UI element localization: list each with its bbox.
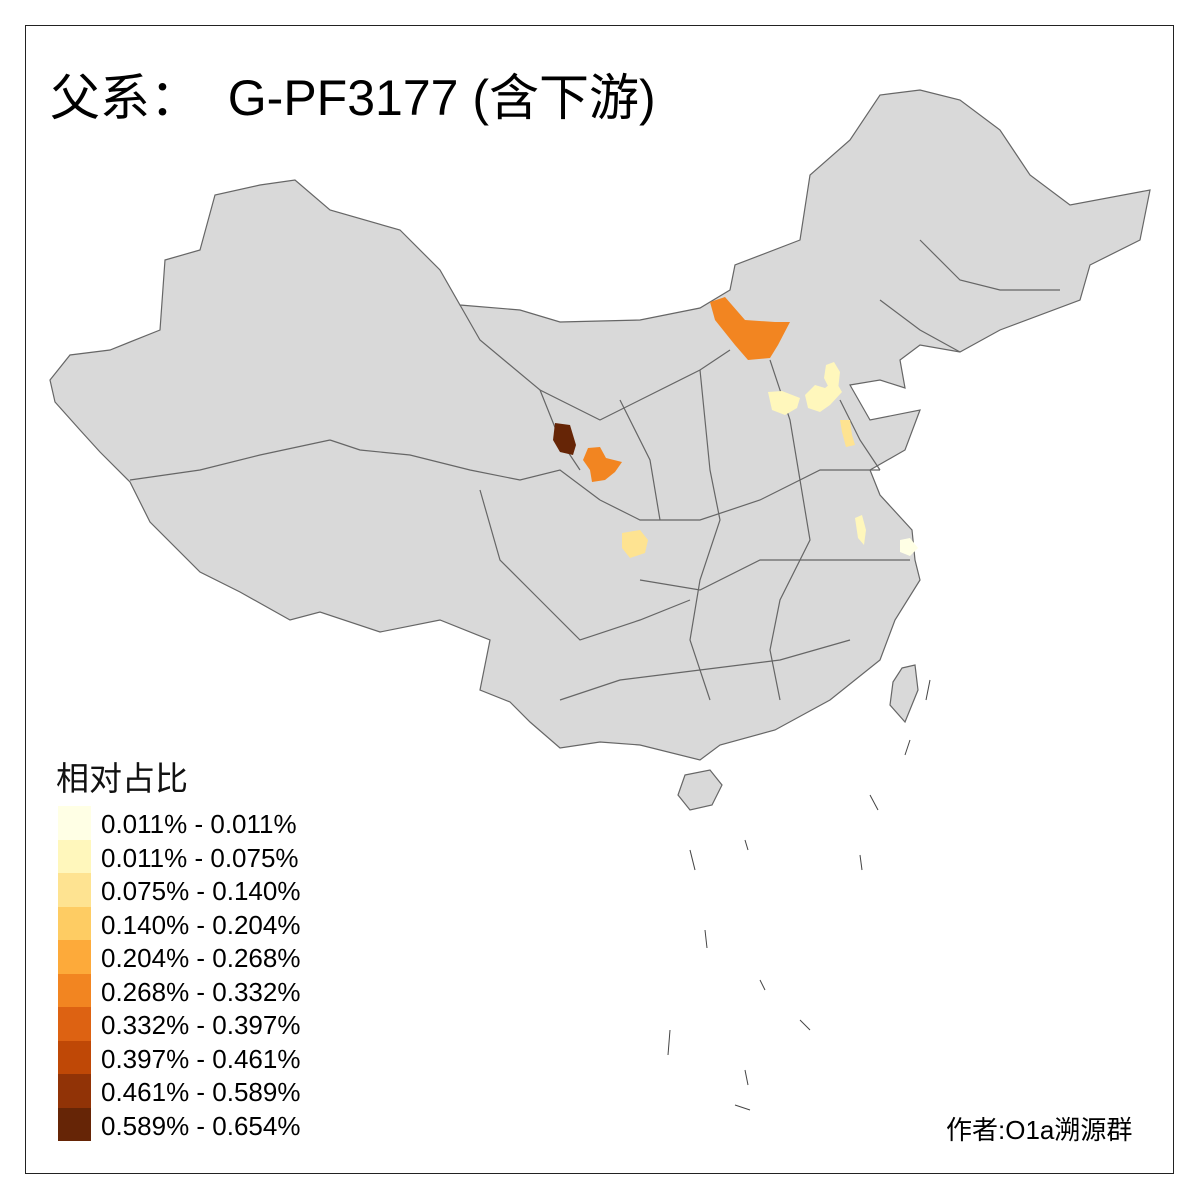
shaded-region <box>710 297 790 360</box>
legend-item: 0.011% - 0.075% <box>58 839 358 873</box>
province-border <box>329 439 601 501</box>
legend-item: 0.589% - 0.654% <box>58 1107 358 1141</box>
legend-swatch <box>58 940 91 974</box>
island-mark <box>667 1029 671 1056</box>
province-border <box>619 399 661 521</box>
legend-item: 0.268% - 0.332% <box>58 973 358 1007</box>
legend-swatch <box>58 806 91 840</box>
legend-swatch <box>58 906 91 940</box>
legend-item: 0.140% - 0.204% <box>58 906 358 940</box>
shaded-region <box>622 530 648 558</box>
island-mark <box>689 849 696 871</box>
mainland-outline <box>49 89 1151 761</box>
shaded-region <box>824 362 840 390</box>
author-credit: 作者:O1a溯源群 <box>946 1115 1133 1145</box>
legend-title: 相对占比 <box>56 760 188 797</box>
shaded-region <box>583 447 622 482</box>
province-border <box>599 469 880 521</box>
legend-item: 0.011% - 0.011% <box>58 806 358 840</box>
legend-label: 0.204% - 0.268% <box>101 943 301 973</box>
shaded-region <box>553 423 576 455</box>
island-mark <box>744 1069 749 1086</box>
legend-label: 0.397% - 0.461% <box>101 1043 301 1074</box>
province-border <box>879 299 961 353</box>
legend-item: 0.397% - 0.461% <box>58 1040 358 1074</box>
island-mark <box>744 839 749 851</box>
hainan-island <box>677 769 723 811</box>
province-border <box>639 559 910 591</box>
shaded-region <box>840 420 855 447</box>
shaded-region <box>855 515 866 545</box>
legend-label: 0.589% - 0.654% <box>101 1110 301 1141</box>
province-border <box>769 359 811 701</box>
island-mark <box>799 1019 811 1031</box>
legend-item: 0.075% - 0.140% <box>58 873 358 907</box>
province-border <box>689 369 721 701</box>
legend-label: 0.140% - 0.204% <box>101 909 301 940</box>
island-mark <box>704 929 708 949</box>
legend-item: 0.204% - 0.268% <box>58 940 358 974</box>
taiwan-island <box>889 664 919 724</box>
legend-label: 0.011% - 0.011% <box>101 809 297 839</box>
island-mark <box>859 854 863 871</box>
map-title: 父系： G-PF3177 (含下游) <box>50 70 656 126</box>
legend-label: 0.268% - 0.332% <box>101 976 301 1007</box>
legend-label: 0.011% - 0.075% <box>101 842 299 873</box>
legend-label: 0.075% - 0.140% <box>101 876 301 906</box>
legend-swatch <box>58 1040 91 1074</box>
island-mark <box>904 739 911 756</box>
legend-swatch <box>58 873 91 907</box>
map-frame <box>25 25 1174 1174</box>
legend-swatch <box>58 973 91 1007</box>
legend-swatch <box>58 1107 91 1141</box>
island-mark <box>759 979 766 991</box>
province-border <box>559 639 851 701</box>
shaded-region <box>900 538 918 556</box>
legend-swatch <box>58 839 91 873</box>
legend-item: 0.461% - 0.589% <box>58 1074 358 1108</box>
legend-item: 0.332% - 0.397% <box>58 1007 358 1041</box>
legend-swatch <box>58 1007 91 1041</box>
island-mark <box>925 679 931 701</box>
province-border <box>839 399 881 471</box>
province-border <box>919 239 1060 291</box>
legend-label: 0.332% - 0.397% <box>101 1010 301 1040</box>
legend-label: 0.461% - 0.589% <box>101 1077 301 1107</box>
island-mark <box>734 1104 751 1111</box>
province-border <box>129 439 331 481</box>
province-border <box>479 489 691 641</box>
island-mark <box>869 794 879 811</box>
shaded-region <box>768 391 800 415</box>
legend-swatch <box>58 1074 91 1108</box>
